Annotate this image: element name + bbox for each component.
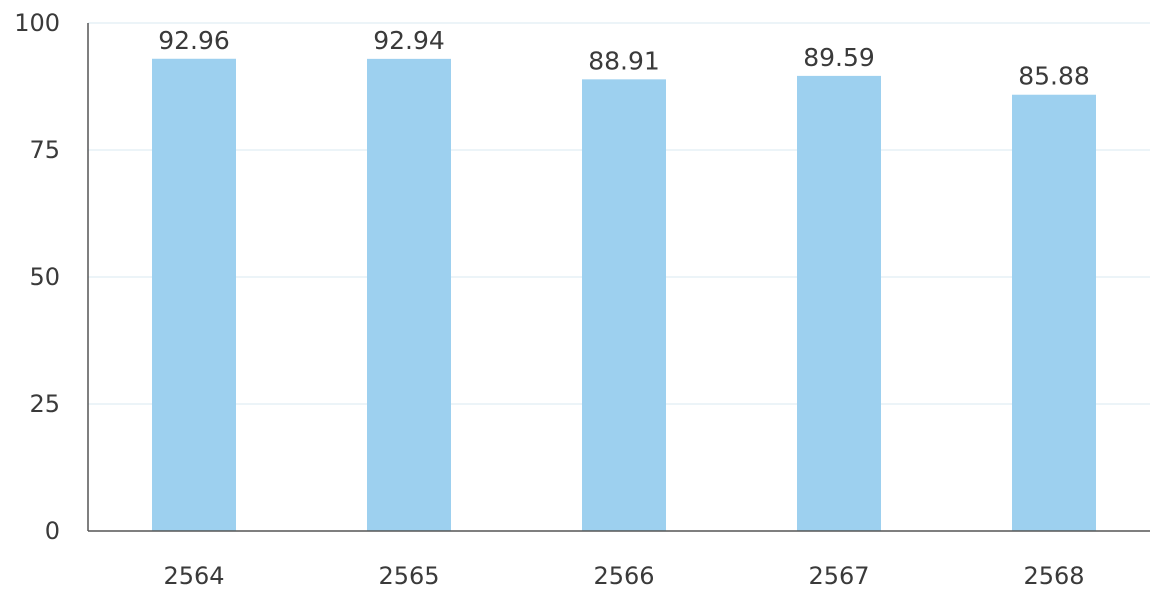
y-tick-label-100: 100 <box>14 9 60 37</box>
bar-2568 <box>1012 94 1096 531</box>
x-axis-category-labels: 2564 2565 2566 2567 2568 <box>163 562 1084 590</box>
bar-2565 <box>367 58 451 531</box>
x-tick-label-2565: 2565 <box>378 562 439 590</box>
data-label-2566: 88.91 <box>588 46 660 75</box>
y-tick-label-50: 50 <box>29 263 60 291</box>
x-tick-label-2568: 2568 <box>1023 562 1084 590</box>
bar-2566 <box>582 79 666 532</box>
bar-2564 <box>152 58 236 532</box>
y-tick-label-0: 0 <box>45 517 60 545</box>
bar-2567 <box>797 75 881 531</box>
x-tick-label-2564: 2564 <box>163 562 224 590</box>
data-labels: 92.96 92.94 88.91 89.59 85.88 <box>158 26 1090 91</box>
x-tick-label-2566: 2566 <box>593 562 654 590</box>
data-label-2564: 92.96 <box>158 26 230 55</box>
y-tick-label-25: 25 <box>29 390 60 418</box>
data-label-2565: 92.94 <box>373 26 445 55</box>
data-label-2567: 89.59 <box>803 43 875 72</box>
y-axis-tick-labels: 0 25 50 75 100 <box>14 9 60 545</box>
bars <box>152 58 1096 532</box>
data-label-2568: 85.88 <box>1018 62 1090 91</box>
x-tick-label-2567: 2567 <box>808 562 869 590</box>
y-tick-label-75: 75 <box>29 136 60 164</box>
